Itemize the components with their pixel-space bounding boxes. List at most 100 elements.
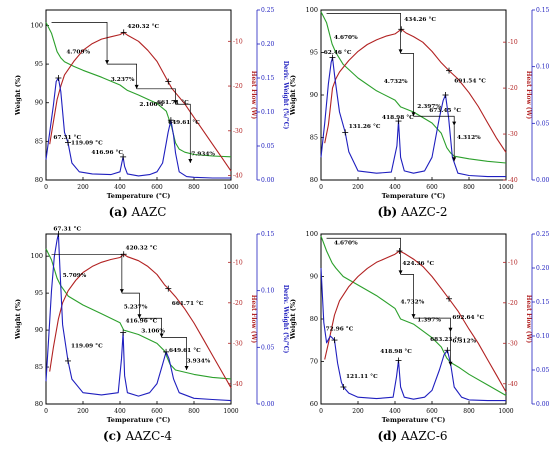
annotation-label: 6.312% <box>452 338 476 344</box>
weight-loss-arrow <box>411 314 416 319</box>
series-heat-line <box>49 253 232 389</box>
caption-a: (a) AAZC <box>0 205 275 219</box>
x-tick-label: 400 <box>389 184 401 191</box>
chart-panel-0: 0 200 400 600 800 1000 Temperature (°C) 80 85 90 9… <box>14 7 289 200</box>
y-deriv-tick-label: 0.10 <box>261 109 275 116</box>
x-tick-label: 0 <box>44 184 48 191</box>
x-tick-label: 400 <box>114 408 126 415</box>
y-weight-axis-label: Weight (%) <box>14 75 22 116</box>
series-heat-line <box>49 31 232 172</box>
annotation-label: 683.23 °C <box>430 337 462 343</box>
annotation-label: 673.45 °C <box>429 108 461 114</box>
annotation-label: 434.26 °C <box>404 17 436 23</box>
y-deriv-tick-label: 0.15 <box>536 7 550 14</box>
weight-loss-step <box>413 317 451 332</box>
annotation-label: 416.96 °C <box>91 150 123 156</box>
y-heat-tick-label: -20 <box>233 300 243 307</box>
y-weight-tick-label: 90 <box>35 326 43 334</box>
y-heat-tick-label: -10 <box>233 38 243 45</box>
annotation-label: 418.98 °C <box>380 349 412 355</box>
weight-loss-arrow <box>452 121 457 126</box>
weight-loss-step <box>161 337 187 370</box>
x-tick-label: 1000 <box>498 184 513 191</box>
annotation-label: 67.31 °C <box>53 227 81 233</box>
weight-loss-arrow <box>184 366 189 370</box>
x-tick-label: 600 <box>151 408 163 415</box>
series-weight-line <box>45 22 232 158</box>
weight-loss-arrow <box>134 84 139 89</box>
annotation-label: 418.98 °C <box>382 115 414 121</box>
y-weight-tick-label: 80 <box>310 176 318 184</box>
y-heat-tick-label: -20 <box>508 300 518 307</box>
y-weight-tick-label: 100 <box>31 21 43 29</box>
y-deriv-tick-label: 0.25 <box>536 231 550 238</box>
y-heat-axis-label: Heat Flow (W) <box>525 295 532 344</box>
x-tick-label: 200 <box>77 408 89 415</box>
annotation-label: 2.106% <box>139 102 163 108</box>
y-heat-tick-label: -40 <box>508 177 518 184</box>
chart-panel-1: 0 200 400 600 800 1000 Temperature (°C) 80 85 90 9… <box>289 6 550 200</box>
y-heat-tick-label: -40 <box>508 381 518 388</box>
annotation-label: 424.36 °C <box>402 261 434 267</box>
weight-loss-step <box>136 88 176 105</box>
y-deriv-tick-label: 0.00 <box>536 177 550 184</box>
y-weight-tick-label: 100 <box>31 252 43 260</box>
caption-d-letter: (d) <box>377 429 398 443</box>
caption-a-letter: (a) <box>108 205 128 219</box>
y-deriv-tick-label: 0.00 <box>261 401 275 408</box>
x-tick-label: 200 <box>352 408 364 415</box>
annotation-label: 661.71 °C <box>172 301 204 307</box>
y-weight-tick-label: 85 <box>310 134 318 142</box>
caption-b: (b) AAZC-2 <box>275 205 550 219</box>
annotation-label: 121.11 °C <box>346 374 378 380</box>
annotation-label: 119.09 °C <box>71 141 103 147</box>
y-heat-tick-label: -40 <box>233 173 243 180</box>
weight-loss-arrow <box>105 60 110 65</box>
caption-d: (d) AAZC-6 <box>275 429 550 443</box>
annotation-label: 72.96 °C <box>326 327 354 333</box>
y-heat-tick-label: -30 <box>508 340 518 347</box>
annotation-label: 119.09 °C <box>71 343 103 349</box>
x-axis-label: Temperature (°C) <box>107 416 171 424</box>
plot-frame <box>45 9 232 181</box>
x-tick-label: 600 <box>426 408 438 415</box>
weight-loss-step <box>400 52 414 117</box>
chart-panel-3: 0 200 400 600 800 1000 Temperature (°C) 60 70 80 9… <box>289 230 550 424</box>
y-deriv-axis-label: Deriv. Weight (%/°C) <box>282 285 289 354</box>
y-deriv-tick-label: 0.15 <box>536 299 550 306</box>
y-deriv-tick-label: 0.00 <box>536 401 550 408</box>
weight-loss-arrow <box>119 289 124 294</box>
x-axis-label: Temperature (°C) <box>107 192 171 200</box>
caption-d-name: AAZC-6 <box>401 429 448 443</box>
weight-loss-step <box>121 292 140 319</box>
x-tick-label: 0 <box>44 408 48 415</box>
weight-loss-step <box>51 254 123 294</box>
annotation-label: 649.61 °C <box>168 120 200 126</box>
caption-c: (c) AAZC-4 <box>0 429 275 443</box>
annotation-label: 7.934% <box>191 151 215 157</box>
x-tick-label: 0 <box>319 184 323 191</box>
y-heat-tick-label: -20 <box>233 83 243 90</box>
annotation-label: 4.709% <box>66 49 90 55</box>
x-tick-label: 800 <box>463 184 475 191</box>
y-weight-axis-label: Weight (%) <box>289 75 297 116</box>
caption-b-name: AAZC-2 <box>401 205 448 219</box>
weight-loss-arrow <box>137 314 142 319</box>
series-weight-line <box>45 248 232 380</box>
x-tick-label: 600 <box>426 184 438 191</box>
weight-loss-arrow <box>448 327 453 332</box>
y-weight-tick-label: 80 <box>35 400 43 408</box>
y-weight-tick-label: 95 <box>35 289 43 297</box>
annotation-label: 3.934% <box>187 359 211 365</box>
x-tick-label: 800 <box>463 408 475 415</box>
x-tick-label: 0 <box>319 408 323 415</box>
weight-loss-arrow <box>452 157 457 162</box>
annotation-label: 416.96 °C <box>126 318 158 324</box>
y-deriv-tick-label: 0.05 <box>536 120 550 127</box>
series-weight-line <box>320 11 507 164</box>
x-axis-label: Temperature (°C) <box>382 192 446 200</box>
weight-loss-arrow <box>411 112 416 117</box>
y-heat-axis-label: Heat Flow (W) <box>250 295 257 344</box>
